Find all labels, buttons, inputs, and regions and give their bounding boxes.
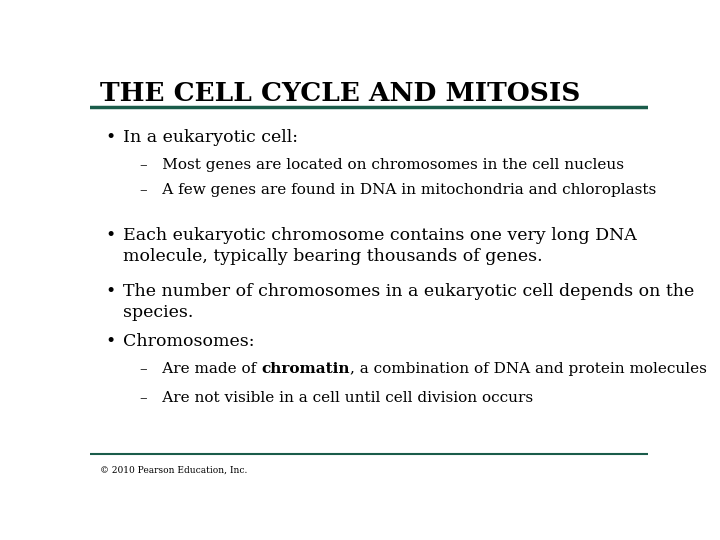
Text: THE CELL CYCLE AND MITOSIS: THE CELL CYCLE AND MITOSIS xyxy=(100,82,580,106)
Text: –   Most genes are located on chromosomes in the cell nucleus: – Most genes are located on chromosomes … xyxy=(140,158,624,172)
Text: Each eukaryotic chromosome contains one very long DNA
molecule, typically bearin: Each eukaryotic chromosome contains one … xyxy=(124,227,637,265)
Text: chromatin: chromatin xyxy=(261,362,350,376)
Text: In a eukaryotic cell:: In a eukaryotic cell: xyxy=(124,129,299,146)
Text: •: • xyxy=(106,227,116,244)
Text: © 2010 Pearson Education, Inc.: © 2010 Pearson Education, Inc. xyxy=(100,466,248,475)
Text: , a combination of DNA and protein molecules: , a combination of DNA and protein molec… xyxy=(350,362,707,376)
Text: •: • xyxy=(106,283,116,300)
Text: –   A few genes are found in DNA in mitochondria and chloroplasts: – A few genes are found in DNA in mitoch… xyxy=(140,183,657,197)
Text: •: • xyxy=(106,129,116,146)
Text: •: • xyxy=(106,333,116,350)
Text: –   Are not visible in a cell until cell division occurs: – Are not visible in a cell until cell d… xyxy=(140,391,534,405)
Text: Chromosomes:: Chromosomes: xyxy=(124,333,255,350)
Text: –   Are made of: – Are made of xyxy=(140,362,261,376)
Text: The number of chromosomes in a eukaryotic cell depends on the
species.: The number of chromosomes in a eukaryoti… xyxy=(124,283,695,321)
